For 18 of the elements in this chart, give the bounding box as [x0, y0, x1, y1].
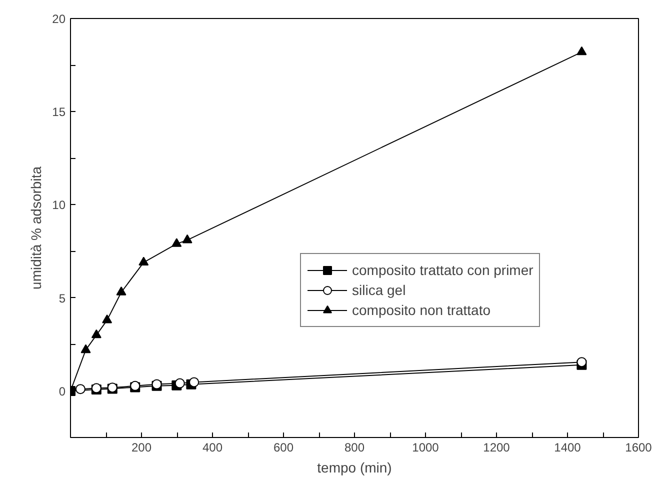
y-tick-label: 10 — [52, 198, 66, 212]
x-tick-label: 1000 — [412, 440, 440, 454]
x-tick-label: 1400 — [554, 440, 582, 454]
legend-label: composito trattato con primer — [352, 262, 534, 278]
x-tick-label: 600 — [273, 440, 294, 454]
x-tick-label: 800 — [344, 440, 365, 454]
x-tick-label: 1200 — [483, 440, 510, 454]
y-tick-label: 5 — [58, 291, 66, 306]
x-tick-label: 200 — [131, 440, 152, 454]
x-axis-title: tempo (min) — [317, 460, 392, 476]
y-tick-label: 15 — [52, 105, 66, 120]
y-axis-title: umidità % adsorbita — [28, 166, 44, 290]
x-tick-label: 1600 — [625, 440, 652, 454]
legend-label: silica gel — [352, 282, 406, 298]
y-tick-label: 20 — [52, 12, 66, 26]
y-tick-label: 0 — [58, 384, 66, 398]
legend-label: composito non trattato — [352, 302, 491, 318]
x-tick-label: 400 — [202, 440, 223, 454]
